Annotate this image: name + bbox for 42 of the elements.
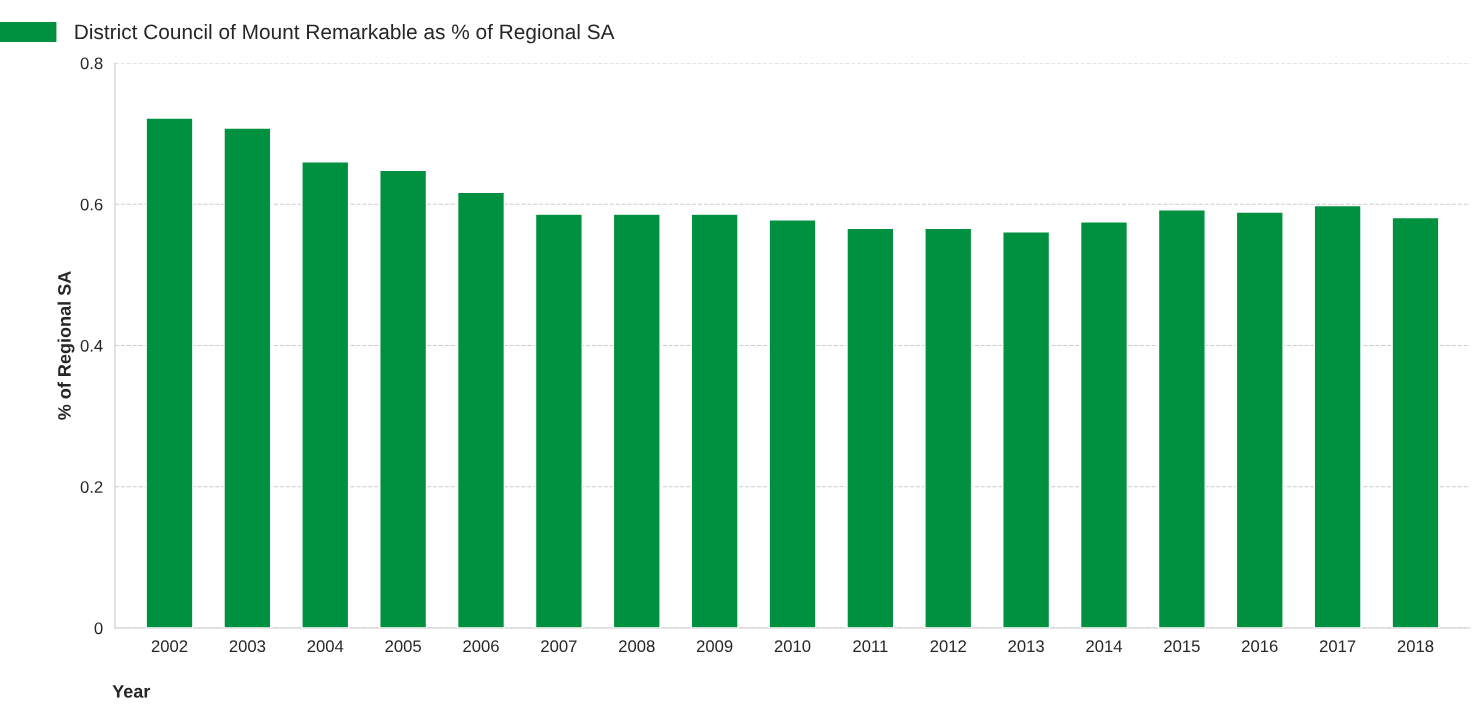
x-tick-label: 2015	[1164, 640, 1200, 653]
bar	[924, 227, 973, 628]
y-tick-label: 0.4	[80, 339, 103, 352]
x-tick-label: 2007	[541, 640, 577, 653]
y-tick-label: 0	[94, 622, 103, 635]
bar	[768, 219, 817, 628]
x-tick-label: 2008	[619, 640, 655, 653]
y-tick-label: 0.8	[80, 57, 103, 70]
x-tick-label: 2009	[696, 640, 733, 653]
bar	[1313, 204, 1362, 628]
x-tick-label: 2014	[1086, 640, 1123, 653]
x-tick-label: 2006	[463, 640, 499, 653]
bar	[1002, 231, 1051, 628]
bar	[145, 117, 194, 628]
x-tick-label: 2010	[774, 640, 811, 653]
bar	[379, 169, 428, 628]
bar	[690, 213, 739, 628]
bar	[456, 191, 506, 628]
x-axis-title: Year	[112, 685, 151, 698]
x-tick-label: 2012	[930, 640, 966, 653]
x-tick-label: 2016	[1242, 640, 1278, 653]
x-tick-label: 2018	[1397, 640, 1434, 653]
x-tick-label: 2005	[385, 640, 421, 653]
bar	[1391, 216, 1440, 628]
x-tick-label: 2011	[853, 640, 888, 653]
y-tick-label: 0.6	[80, 198, 103, 211]
bar	[534, 213, 583, 628]
x-tick-label: 2013	[1008, 640, 1044, 653]
legend-label: District Council of Mount Remarkable as % of Regional SA	[75, 23, 615, 44]
x-tick-label: 2017	[1319, 640, 1356, 653]
bar	[301, 161, 350, 628]
bar	[1235, 211, 1284, 628]
bar	[223, 127, 272, 628]
bar	[1157, 209, 1206, 628]
y-tick-label: 0.2	[80, 481, 103, 493]
bar	[846, 227, 895, 628]
x-tick-label: 2004	[307, 640, 344, 653]
y-axis-title: % of Regional SA	[57, 271, 75, 420]
bar	[1079, 221, 1129, 628]
x-tick-label: 2002	[151, 640, 188, 653]
x-tick-label: 2003	[229, 640, 266, 653]
bar	[612, 213, 661, 628]
